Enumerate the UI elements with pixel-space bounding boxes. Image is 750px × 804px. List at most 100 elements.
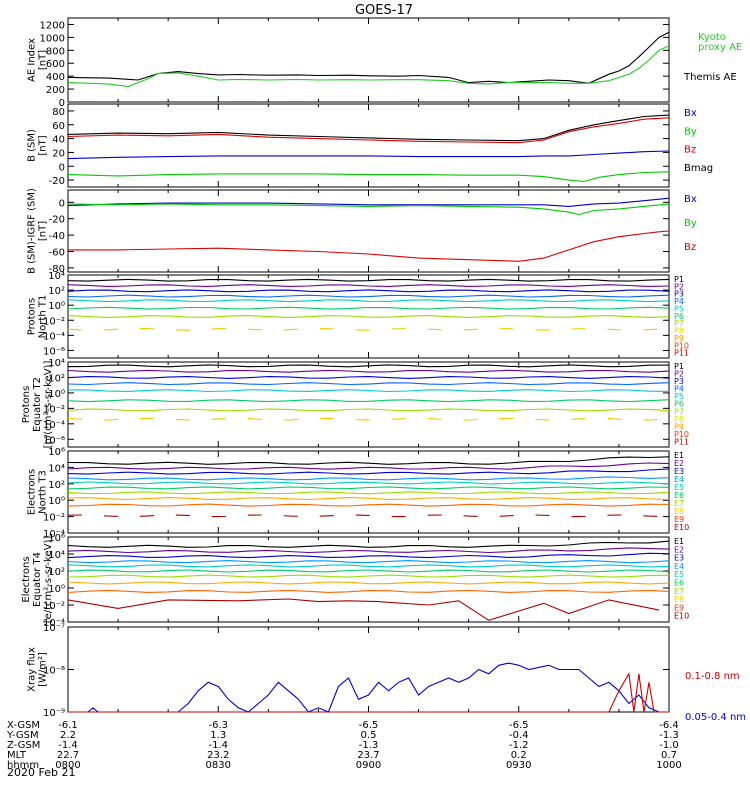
y-tick-label: 80 — [52, 107, 65, 118]
series-p2 — [67, 284, 670, 287]
legend-entry: P4 — [674, 297, 684, 306]
series-e3 — [67, 552, 670, 559]
footer-cell: -1.4 — [58, 740, 78, 751]
legend-entry: By — [684, 218, 697, 229]
y-tick-label: 800 — [46, 46, 65, 57]
legend-entry: P3 — [674, 290, 684, 299]
series-p7 — [67, 315, 670, 318]
legend-entry: E5 — [674, 483, 684, 492]
series-p4 — [67, 382, 670, 386]
y-tick-label: 10⁴ — [48, 358, 65, 369]
series-kyoto-proxy-ae — [67, 45, 670, 88]
legend-entry: Bx — [684, 108, 697, 119]
legend-entry: E10 — [674, 523, 689, 532]
y-tick-label: 0 — [59, 162, 65, 173]
legend-entry: P3 — [674, 377, 684, 386]
legend-entry: E6 — [674, 579, 684, 588]
panel-protons_north: 10⁴ 10² 10⁰ 10⁻² 10⁻⁴ 10⁻⁶ Protons North T1 P1P2… — [27, 271, 689, 359]
legend-entry: P1 — [674, 362, 684, 371]
y-axis-label: [nT] — [38, 135, 49, 155]
footer-row-label: MLT — [7, 750, 27, 761]
y-tick-label: 10⁻⁴ — [43, 618, 65, 629]
series-p8 — [67, 327, 670, 331]
y-tick-label: 10⁴ — [48, 550, 65, 561]
footer-cell: 0900 — [356, 760, 381, 771]
footer-row-label: Z-GSM — [7, 740, 40, 751]
legend-entry: E8 — [674, 507, 684, 516]
legend-entry: P7 — [674, 407, 684, 416]
y-tick-label: 10⁴ — [48, 271, 65, 282]
legend-entry: E6 — [674, 491, 684, 500]
footer-cell: -1.4 — [208, 740, 228, 751]
y-tick-label: 10⁻² — [43, 404, 65, 415]
y-tick-label: -80 — [49, 264, 65, 275]
legend-entry: 0.1-0.8 nm — [685, 671, 740, 682]
footer-row-label: X-GSM — [7, 720, 40, 731]
footer-cell: -6.5 — [509, 720, 529, 731]
footer-cell: 0.7 — [661, 750, 677, 761]
y-tick-label: 10⁰ — [48, 389, 65, 400]
panel-frame — [67, 536, 670, 623]
series-p4 — [67, 294, 670, 298]
legend-entry: E1 — [674, 451, 684, 460]
footer-cell: 22.7 — [57, 750, 79, 761]
y-tick-label: 10⁻⁷ — [43, 623, 65, 634]
y-axis-label: Equator T4 — [32, 552, 43, 607]
legend-entry: P4 — [674, 385, 684, 394]
legend-entry: E2 — [674, 545, 684, 554]
legend-entry: E8 — [674, 595, 684, 604]
series-e1 — [67, 456, 670, 465]
series-themis-ae — [67, 31, 670, 84]
y-axis-label: B (SM) — [27, 129, 38, 162]
series-e5 — [67, 481, 670, 485]
y-tick-label: 10⁰ — [48, 496, 65, 507]
series-p3 — [67, 289, 670, 293]
y-axis-label: Equator T2 — [32, 377, 43, 432]
legend-entry: E5 — [674, 570, 684, 579]
legend-entry: P9 — [674, 334, 684, 343]
series-e4 — [67, 560, 670, 564]
series-0-1-0-8-nm — [68, 672, 669, 713]
y-tick-label: 10⁻⁶ — [43, 435, 65, 446]
series-by — [67, 171, 670, 183]
y-tick-label: 1000 — [40, 33, 65, 44]
series-bmag — [67, 114, 670, 142]
y-tick-label: 10⁻⁸ — [43, 666, 65, 677]
y-tick-label: 0 — [59, 98, 65, 109]
footer-cell: 2.2 — [60, 730, 76, 741]
y-tick-label: 10² — [48, 373, 65, 384]
footer-cell: -1.3 — [659, 730, 679, 741]
legend-entry: Bmag — [684, 163, 713, 174]
series-e9 — [67, 503, 670, 507]
y-axis-label: [W/m²] — [38, 652, 49, 687]
legend-entry: E1 — [674, 537, 684, 546]
series-p6 — [67, 399, 670, 403]
legend-entry: E4 — [674, 562, 684, 571]
legend-entry: P6 — [674, 312, 684, 321]
legend-entry: Bx — [684, 194, 697, 205]
series-e3 — [67, 468, 670, 475]
panel-frame — [67, 17, 670, 103]
panel-electrons_equator: 10⁶ 10⁴ 10² 10⁰ 10⁻² 10⁻⁴ Electrons Equator T4[… — [21, 533, 689, 629]
series-e8 — [67, 581, 670, 585]
panel-bdiff: -80 -60 -40 -20 0 B (SM)-IGRF (SM) [nT] Bx By Bz — [27, 188, 697, 275]
series-bx — [67, 150, 670, 160]
y-tick-label: 10⁻⁴ — [43, 331, 65, 342]
series-p6 — [67, 306, 670, 310]
legend-entry: P10 — [674, 430, 689, 439]
legend-entry: P11 — [674, 437, 689, 446]
legend-entry: P1 — [674, 275, 684, 284]
y-axis-label: B (SM)-IGRF (SM) — [27, 188, 38, 274]
footer-cell: 0830 — [206, 760, 231, 771]
y-tick-label: 400 — [46, 72, 65, 83]
y-tick-label: 60 — [52, 121, 65, 132]
series-p1 — [67, 278, 670, 282]
y-tick-label: 0 — [59, 198, 65, 209]
series-p2 — [67, 369, 670, 373]
y-axis-label: Electrons — [21, 556, 32, 602]
y-axis-label: North T1 — [38, 295, 49, 339]
panel-protons_equator: 10⁴ 10² 10⁰ 10⁻² 10⁻⁴ 10⁻⁶ Protons Equator T2 [p… — [21, 358, 689, 448]
